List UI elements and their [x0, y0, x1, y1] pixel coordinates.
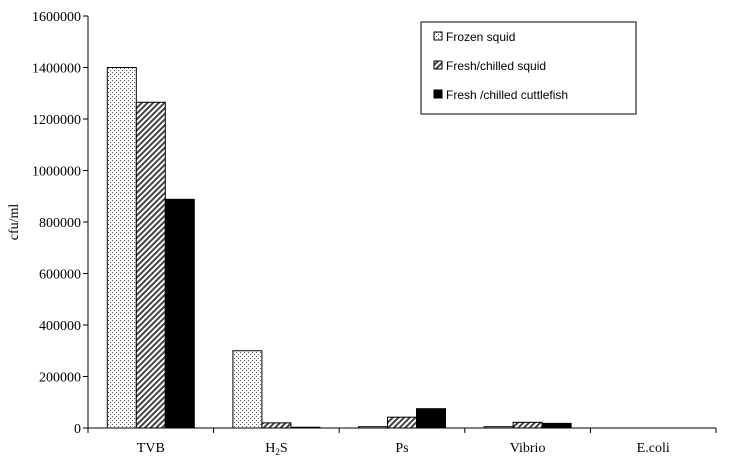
- y-tick-label: 1200000: [32, 113, 81, 128]
- x-tick-label: TVB: [137, 441, 165, 456]
- x-tick-label: H2S: [265, 441, 287, 457]
- bar-tvb-series-1: [106, 67, 137, 429]
- y-tick-label: 200000: [39, 371, 81, 386]
- legend-label: Frozen squid: [446, 30, 515, 44]
- legend-label: Fresh/chilled squid: [446, 59, 546, 73]
- y-tick-label: 600000: [39, 268, 81, 283]
- y-tick-label: 0: [74, 422, 81, 437]
- legend-swatch: [433, 89, 443, 99]
- legend-swatch: [433, 60, 443, 70]
- legend: Frozen squid Fresh/chilled squid Fresh /ch…: [420, 21, 637, 115]
- x-tick-label: E.coli: [637, 441, 670, 456]
- y-tick-label: 1000000: [32, 165, 81, 180]
- bar-h2s-series-3: [290, 426, 321, 429]
- legend-label: Fresh /chilled cuttlefish: [446, 88, 568, 102]
- bar-h2s-series-2: [261, 422, 292, 429]
- x-tick-label: Vibrio: [510, 441, 546, 456]
- y-tick-label: 1400000: [32, 62, 81, 77]
- y-tick-label: 800000: [39, 216, 81, 231]
- bar-tvb-series-2: [135, 101, 166, 429]
- y-axis-title: cfu/ml: [7, 204, 22, 241]
- bar-vibrio-series-3: [541, 422, 572, 429]
- bar-tvb-series-3: [164, 198, 195, 429]
- bar-ps-series-1: [358, 426, 388, 429]
- legend-swatch: [433, 31, 443, 41]
- y-tick-label: 400000: [39, 319, 81, 334]
- bar-vibrio-series-2: [512, 421, 543, 429]
- bar-h2s-series-1: [232, 350, 263, 429]
- bar-vibrio-series-1: [483, 426, 514, 429]
- x-tick-label: Ps: [395, 441, 408, 456]
- bar-ps-series-3: [416, 408, 446, 429]
- bar-ps-series-2: [387, 416, 417, 429]
- y-tick-label: 1600000: [32, 10, 81, 25]
- legend-frame: [420, 21, 637, 115]
